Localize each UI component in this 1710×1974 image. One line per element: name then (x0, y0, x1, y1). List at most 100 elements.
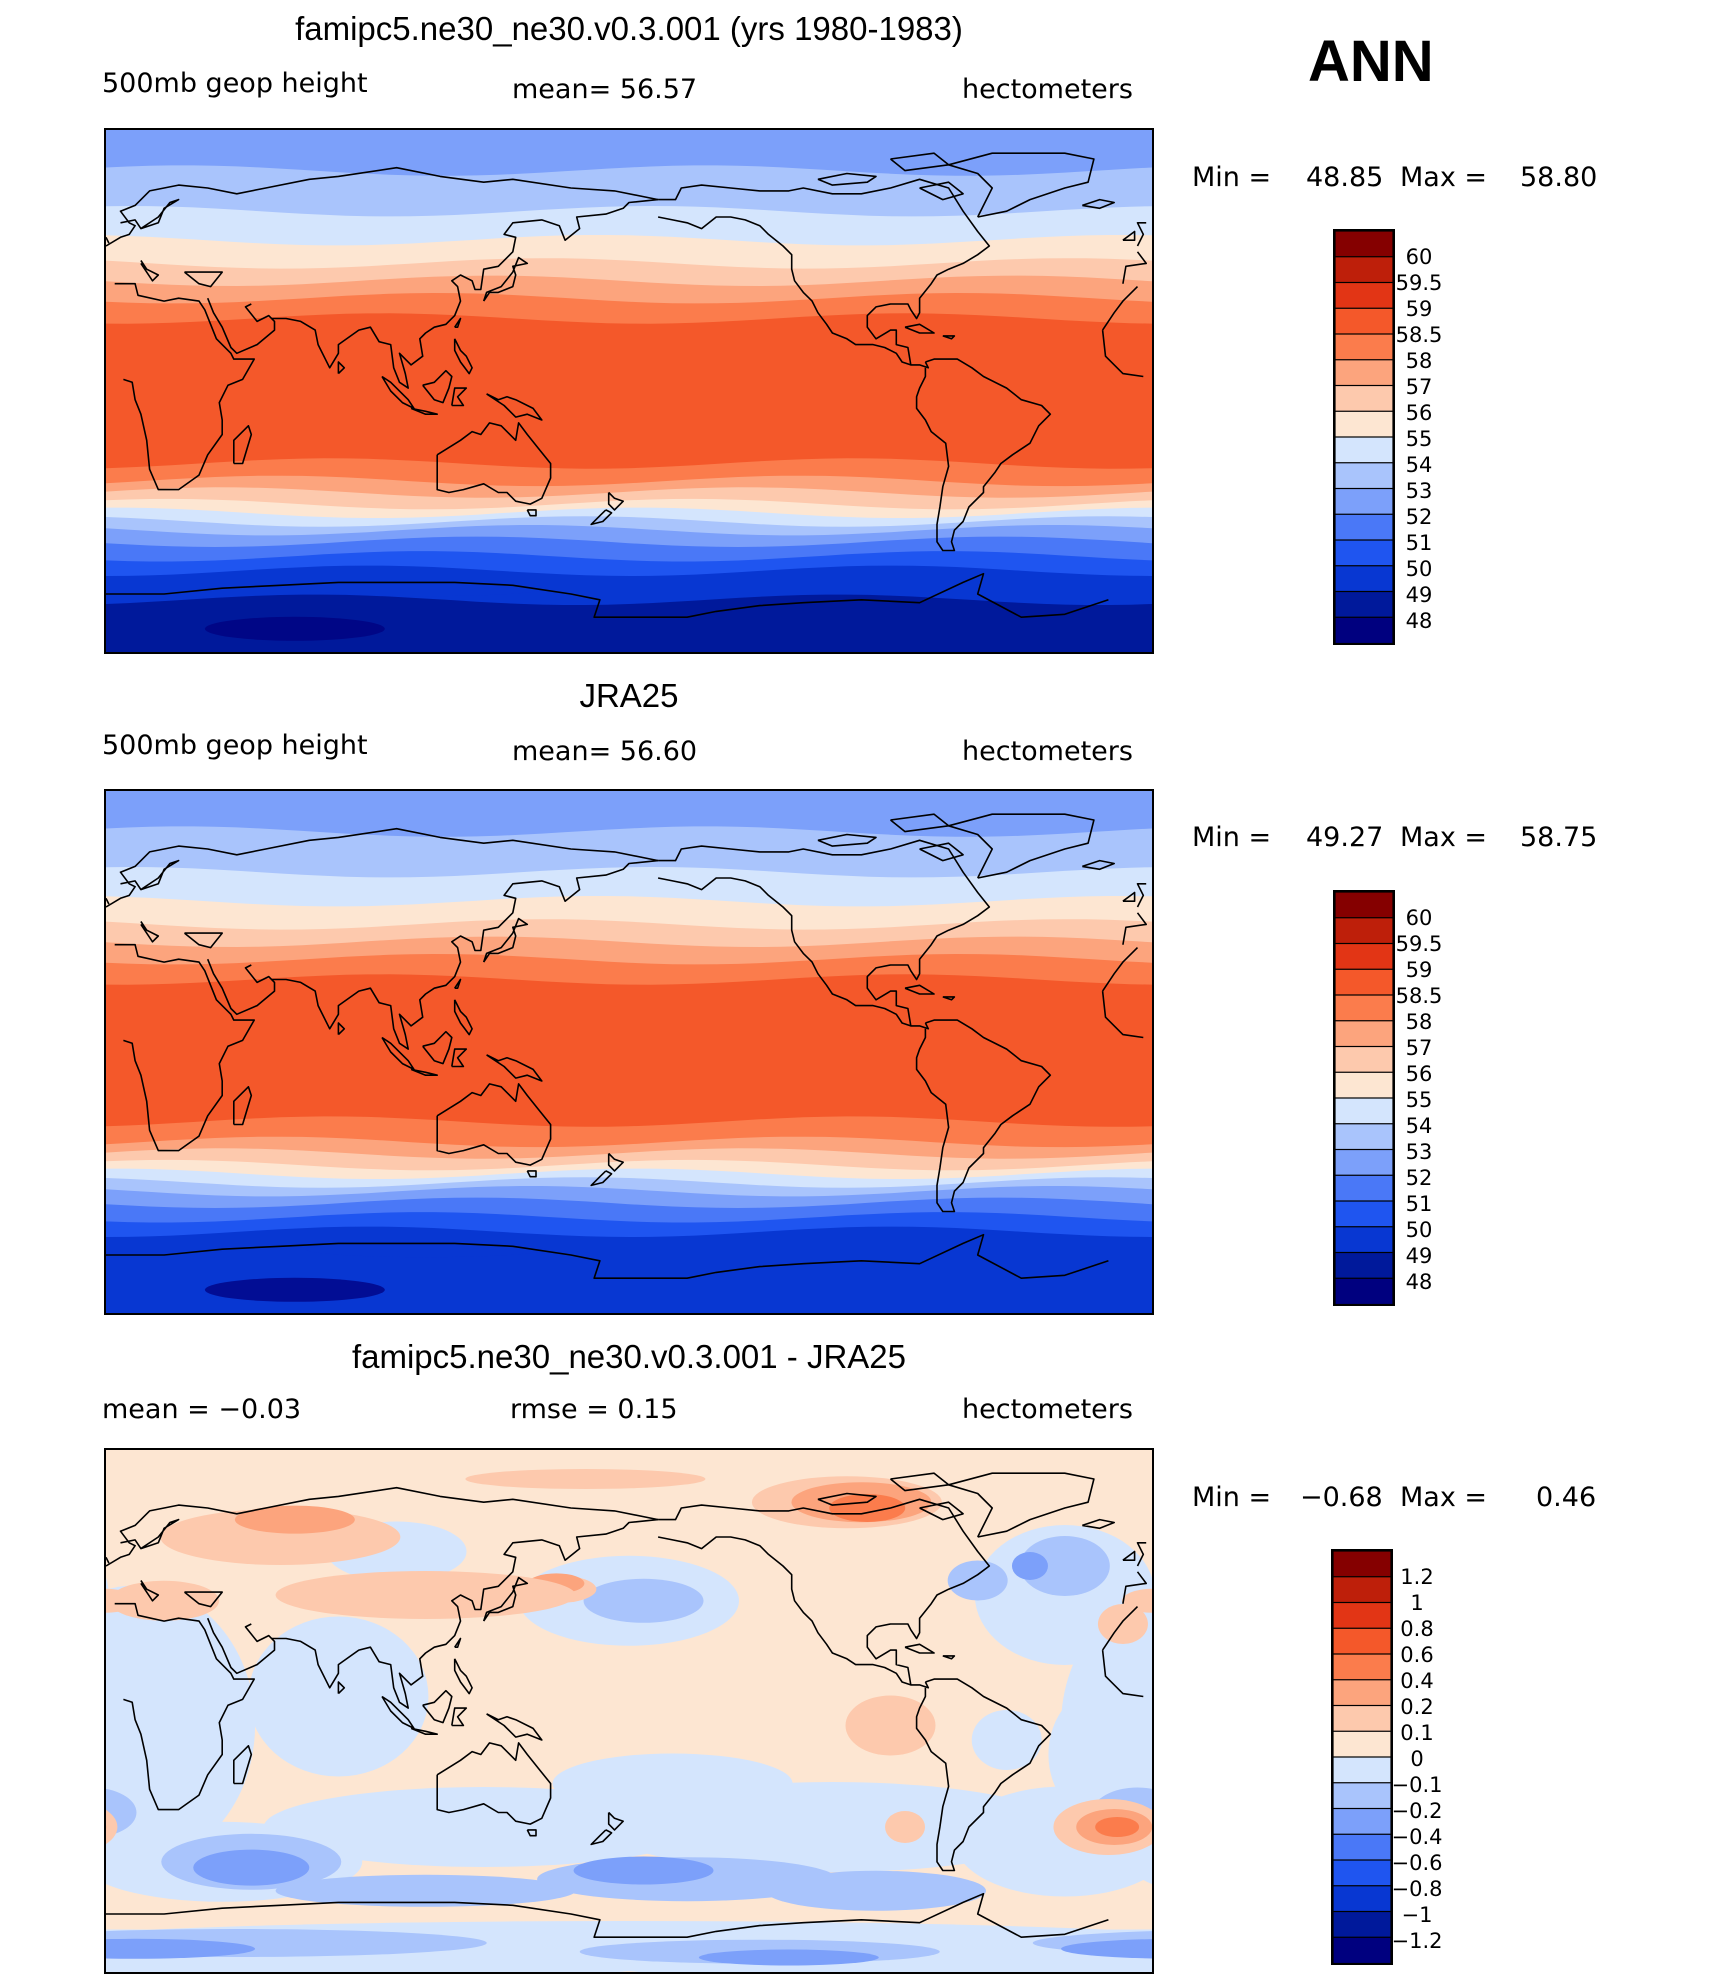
panel-1-max-value: 58.80 (1520, 162, 1598, 193)
colorbar-tick-label: 58.5 (1395, 984, 1443, 1008)
panel-2-min-value: 49.27 (1306, 822, 1384, 853)
colorbar-tick-label: 52 (1405, 1166, 1433, 1190)
panel-3-min-label: Min = (1192, 1482, 1272, 1513)
colorbar-box (1335, 1071, 1393, 1100)
filled-contours (106, 130, 1152, 652)
colorbar-box (1335, 1148, 1393, 1177)
coastlines (106, 1472, 1147, 1938)
panel-3-units-label: hectometers (962, 1394, 1133, 1425)
colorbar-tick-label: 54 (1405, 453, 1433, 477)
colorbar-tick-label: −1.2 (1391, 1929, 1443, 1953)
colorbar-box (1333, 1859, 1391, 1887)
filled-contours (106, 1450, 1152, 1972)
coastlines (106, 152, 1147, 618)
colorbar-tick-label: 57 (1405, 1036, 1433, 1060)
colorbar-tick-label: −0.8 (1391, 1877, 1443, 1901)
colorbar-box (1333, 1576, 1391, 1604)
colorbar-box (1333, 1627, 1391, 1656)
colorbar-box (1335, 917, 1393, 945)
colorbar-box (1335, 359, 1393, 387)
colorbar-tick-label: 1.2 (1400, 1565, 1434, 1589)
panel-2-field (106, 791, 1152, 1313)
colorbar-box (1333, 1782, 1391, 1810)
colorbar-tick-label: 48 (1405, 1270, 1433, 1294)
colorbar-tick-label: 49 (1405, 1244, 1433, 1268)
panel-3-colorbar (1331, 1549, 1393, 1965)
panel-1-min-label: Min = (1192, 162, 1272, 193)
colorbar-tick-label: 51 (1405, 531, 1433, 555)
colorbar-tick-label: 50 (1405, 1218, 1433, 1242)
panel-1-field (106, 130, 1152, 652)
panel-1-variable-label: 500mb geop height (102, 68, 368, 99)
panel-2-colorbar (1333, 890, 1395, 1306)
colorbar-tick-label: 59 (1405, 958, 1433, 982)
colorbar-box (1335, 436, 1393, 464)
colorbar-tick-label: −1 (1401, 1903, 1433, 1927)
colorbar-tick-label: −0.1 (1391, 1773, 1443, 1797)
colorbar-tick-label: 0.6 (1400, 1643, 1434, 1667)
colorbar-box (1335, 1020, 1393, 1048)
colorbar-box (1335, 590, 1393, 619)
colorbar-box (1333, 1601, 1391, 1630)
colorbar-box (1335, 616, 1393, 643)
panel-2-max-label: Max = (1400, 822, 1488, 853)
panel-3-map (104, 1448, 1154, 1974)
panel-1-map (104, 128, 1154, 654)
colorbar-box (1335, 487, 1393, 516)
panel-2-map (104, 789, 1154, 1315)
panel-3-min-value: −0.68 (1300, 1482, 1383, 1513)
colorbar-tick-label: 1 (1410, 1591, 1424, 1615)
panel-2-title: JRA25 (579, 677, 679, 714)
colorbar-box (1333, 1936, 1391, 1963)
colorbar-tick-label: 56 (1405, 401, 1433, 425)
colorbar-tick-label: 59.5 (1395, 271, 1443, 295)
colorbar-tick-label: 58 (1405, 349, 1433, 373)
season-label: ANN (1308, 29, 1434, 94)
colorbar-tick-label: 51 (1405, 1192, 1433, 1216)
colorbar-box (1335, 333, 1393, 361)
panel-2-mean-label: mean= 56.60 (512, 736, 698, 767)
panel-1-mean-label: mean= 56.57 (512, 74, 698, 105)
colorbar-box (1333, 1807, 1391, 1836)
colorbar-tick-label: 49 (1405, 583, 1433, 607)
colorbar-tick-label: 59.5 (1395, 932, 1443, 956)
panel-1-title: famipc5.ne30_ne30.v0.3.001 (yrs 1980-198… (295, 10, 963, 47)
colorbar-tick-label: 55 (1405, 427, 1433, 451)
colorbar-tick-label: 56 (1405, 1062, 1433, 1086)
colorbar-tick-label: 58 (1405, 1010, 1433, 1034)
colorbar-tick-label: 48 (1405, 609, 1433, 633)
colorbar-box (1335, 565, 1393, 593)
colorbar-tick-label: 50 (1405, 557, 1433, 581)
colorbar-box (1333, 1653, 1391, 1681)
panel-1-colorbar (1333, 229, 1395, 645)
colorbar-tick-label: 0.2 (1400, 1695, 1434, 1719)
colorbar-tick-label: 0.1 (1400, 1721, 1434, 1745)
panel-1-min-value: 48.85 (1306, 162, 1384, 193)
colorbar-tick-label: 0 (1410, 1747, 1424, 1771)
panel-1-max-label: Max = (1400, 162, 1488, 193)
colorbar-tick-label: 0.8 (1400, 1617, 1434, 1641)
colorbar-box (1333, 1679, 1391, 1707)
panel-3-field (106, 1450, 1152, 1972)
colorbar-tick-label: −0.2 (1391, 1799, 1443, 1823)
panel-2-max-value: 58.75 (1520, 822, 1598, 853)
panel-2-min-label: Min = (1192, 822, 1272, 853)
colorbar-box (1335, 1277, 1393, 1304)
colorbar-tick-label: 58.5 (1395, 323, 1443, 347)
colorbar-tick-label: 53 (1405, 479, 1433, 503)
colorbar-tick-label: −0.6 (1391, 1851, 1443, 1875)
panel-3-max-value: 0.46 (1536, 1482, 1597, 1513)
panel-1-units-label: hectometers (962, 74, 1133, 105)
panel-2-units-label: hectometers (962, 736, 1133, 767)
panel-3-max-label: Max = (1400, 1482, 1488, 1513)
panel-3-title: famipc5.ne30_ne30.v0.3.001 - JRA25 (351, 1338, 907, 1375)
colorbar-tick-label: 53 (1405, 1140, 1433, 1164)
colorbar-tick-label: 54 (1405, 1114, 1433, 1138)
colorbar-tick-label: 60 (1405, 906, 1433, 930)
filled-contours (106, 791, 1152, 1313)
panel-2-variable-label: 500mb geop height (102, 730, 368, 761)
colorbar-box (1335, 513, 1393, 542)
colorbar-box (1333, 1885, 1391, 1913)
colorbar-tick-label: 57 (1405, 375, 1433, 399)
coastlines (106, 813, 1147, 1279)
